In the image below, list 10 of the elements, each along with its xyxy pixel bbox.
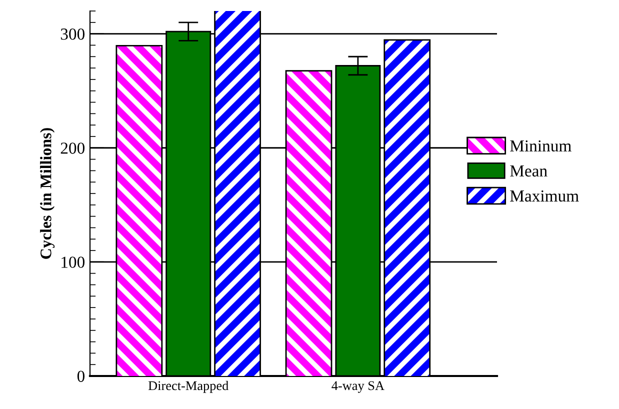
- legend-label: Mininum: [510, 140, 572, 152]
- x-tick-label: Direct-Mapped: [148, 380, 228, 393]
- legend-label: Mean: [510, 165, 548, 177]
- y-axis-title: Cycles (in Millions): [40, 128, 55, 259]
- y-tick-label: 100: [62, 256, 85, 268]
- y-tick-label: 200: [60, 142, 85, 154]
- y-tick-label: 0: [77, 370, 85, 382]
- legend-label: Maximum: [510, 190, 579, 202]
- y-tick-label: 300: [60, 28, 85, 40]
- x-tick-label: 4-way SA: [332, 381, 384, 393]
